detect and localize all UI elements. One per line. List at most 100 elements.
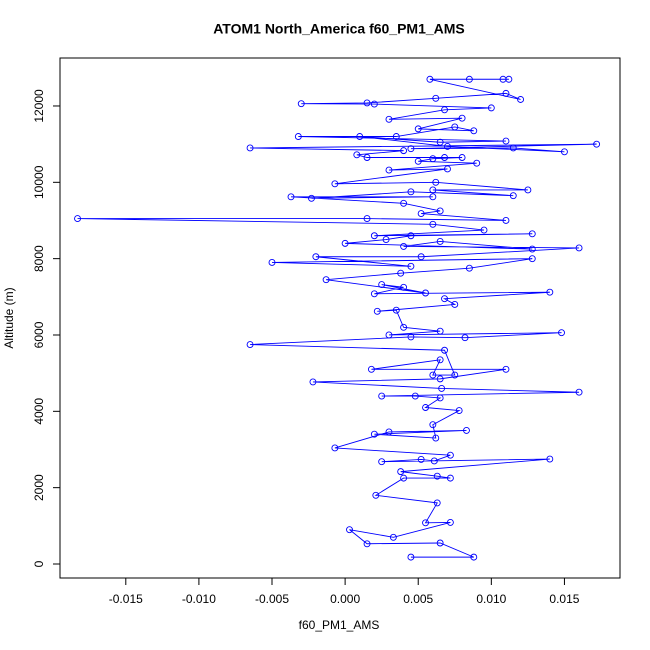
data-point xyxy=(436,394,444,402)
data-point xyxy=(346,526,353,534)
data-point xyxy=(407,232,415,240)
data-point xyxy=(385,166,393,174)
x-tick-label: -0.005 xyxy=(255,592,289,606)
x-axis-label: f60_PM1_AMS xyxy=(299,618,380,632)
data-point xyxy=(441,295,448,303)
y-tick-label: 0 xyxy=(32,560,46,567)
data-point xyxy=(363,215,371,223)
y-tick-label: 12000 xyxy=(32,89,46,123)
data-point xyxy=(465,264,473,272)
data-point xyxy=(560,148,568,156)
data-point xyxy=(392,133,400,140)
data-point xyxy=(502,137,510,145)
data-point xyxy=(558,329,565,337)
data-point xyxy=(411,392,419,400)
data-point xyxy=(287,193,295,201)
data-point xyxy=(331,180,339,188)
data-point xyxy=(400,283,408,291)
data-point xyxy=(528,245,536,253)
data-point xyxy=(400,147,408,155)
data-point xyxy=(517,96,525,103)
data-point xyxy=(546,288,554,296)
data-point xyxy=(367,365,375,373)
data-point xyxy=(436,327,444,335)
data-point xyxy=(436,375,444,383)
data-point xyxy=(417,455,425,463)
plot-frame xyxy=(59,57,621,579)
data-point xyxy=(417,210,425,218)
data-point xyxy=(436,539,444,547)
data-point xyxy=(524,186,532,194)
data-point xyxy=(429,421,437,429)
data-point xyxy=(480,226,488,234)
data-point xyxy=(400,474,408,482)
data-point xyxy=(373,307,381,315)
data-point xyxy=(385,331,393,339)
data-point xyxy=(575,244,583,252)
data-point xyxy=(417,253,425,261)
data-point xyxy=(385,428,393,436)
data-point xyxy=(309,378,317,386)
data-point xyxy=(312,253,320,261)
data-point xyxy=(451,301,459,308)
data-point xyxy=(378,392,386,400)
data-point xyxy=(509,192,517,200)
data-point xyxy=(451,123,459,131)
data-point xyxy=(370,100,378,108)
data-point xyxy=(438,384,446,392)
chart-title: ATOM1 North_America f60_PM1_AMS xyxy=(213,21,465,37)
data-point xyxy=(356,133,364,140)
data-point xyxy=(433,472,441,480)
data-point xyxy=(432,94,440,102)
data-point xyxy=(400,199,408,207)
data-point xyxy=(407,145,415,153)
data-point xyxy=(432,434,440,442)
data-point xyxy=(341,239,349,247)
x-tick-label: 0.015 xyxy=(549,592,579,606)
data-point xyxy=(426,75,434,83)
data-point xyxy=(473,159,481,167)
data-point xyxy=(246,144,254,152)
x-tick-label: 0.010 xyxy=(476,592,506,606)
data-point xyxy=(378,458,386,466)
data-point xyxy=(353,151,361,159)
data-point xyxy=(465,75,473,83)
data-point xyxy=(363,154,371,161)
data-point xyxy=(458,114,466,122)
y-tick-label: 4000 xyxy=(32,398,46,425)
data-point xyxy=(407,553,415,561)
data-point xyxy=(444,165,451,173)
data-point xyxy=(407,262,415,270)
data-point xyxy=(505,75,513,83)
data-point xyxy=(422,519,429,527)
data-point xyxy=(246,341,254,348)
y-tick-label: 6000 xyxy=(32,321,46,348)
data-point xyxy=(451,371,459,379)
y-tick-label: 2000 xyxy=(32,474,46,501)
data-point xyxy=(470,127,478,135)
data-point xyxy=(385,115,393,123)
data-point xyxy=(429,193,437,201)
data-point xyxy=(422,404,429,411)
data-point xyxy=(268,259,276,266)
x-tick-label: -0.015 xyxy=(109,592,143,606)
data-point xyxy=(446,474,454,482)
data-point xyxy=(502,89,510,97)
data-point xyxy=(74,215,81,223)
data-point xyxy=(470,553,478,561)
data-point xyxy=(436,207,444,215)
data-point xyxy=(546,455,554,463)
x-tick-label: 0.005 xyxy=(403,592,433,606)
y-tick-label: 8000 xyxy=(32,245,46,272)
data-point xyxy=(461,334,469,342)
data-point xyxy=(322,276,330,284)
x-tick-label: 0.000 xyxy=(330,592,360,606)
data-point xyxy=(441,346,448,354)
data-point xyxy=(502,217,510,224)
data-point xyxy=(363,99,371,107)
data-point xyxy=(331,444,339,452)
data-point xyxy=(528,230,536,238)
data-point xyxy=(436,138,444,146)
data-point xyxy=(372,491,380,499)
